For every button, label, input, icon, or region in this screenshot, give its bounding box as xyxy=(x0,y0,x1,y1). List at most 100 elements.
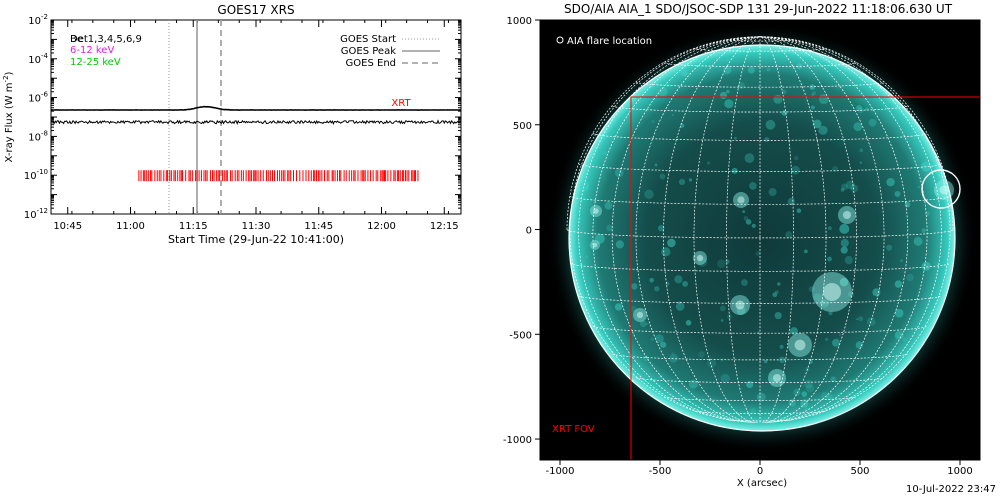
disk-texture-blob xyxy=(606,224,613,232)
grid-line xyxy=(759,36,928,423)
disk-texture-blob xyxy=(630,306,637,312)
goes-y-axis: 10-12 10-10 10-8 10-6 10-4 10-2 xyxy=(24,13,461,221)
disk-texture-blob xyxy=(913,237,923,246)
active-region-core xyxy=(823,283,841,301)
disk-texture-blob xyxy=(720,373,730,383)
disk-texture-blob xyxy=(675,302,685,311)
disk-texture-blob xyxy=(804,249,808,254)
disk-texture-blob xyxy=(921,228,926,233)
disk-texture-blob xyxy=(764,360,768,364)
disk-texture-blob xyxy=(838,333,842,336)
disk-texture-blob xyxy=(900,112,906,117)
disk-texture-blob xyxy=(856,104,862,111)
goes-y-tick-label: 10-12 xyxy=(24,207,48,221)
xrt-fov-box xyxy=(630,96,980,460)
disk-texture-blob xyxy=(818,94,829,105)
grid-line xyxy=(578,36,761,422)
xrt-fov-label: XRT FOV xyxy=(552,424,595,435)
legend-band3: 12-25 keV xyxy=(70,57,121,68)
disk-texture-blob xyxy=(741,279,748,286)
disk-texture-blob xyxy=(859,148,864,152)
disk-texture-blob xyxy=(726,58,730,62)
goes-x-tick-label: 11:45 xyxy=(304,221,333,232)
disk-texture-blob xyxy=(604,201,613,210)
disk-texture-blob xyxy=(808,286,815,292)
disk-texture-blob xyxy=(748,66,755,74)
aia-y-tick-label: -500 xyxy=(509,330,532,341)
disk-texture-blob xyxy=(643,355,650,362)
grid-line xyxy=(611,36,761,423)
disk-texture-blob xyxy=(719,91,728,100)
disk-texture-blob xyxy=(651,120,655,124)
aia-x-axis: -1000 -500 0 500 1000 xyxy=(545,460,973,477)
disk-texture-blob xyxy=(614,168,624,178)
disk-texture-blob xyxy=(924,211,930,217)
disk-texture-blob xyxy=(894,308,904,318)
disk-texture-blob xyxy=(821,392,829,400)
disk-texture-blob xyxy=(791,165,800,175)
disk-texture-blob xyxy=(779,344,784,349)
disk-texture-blob xyxy=(804,407,808,411)
disk-texture-blob xyxy=(688,178,693,182)
aia-y-tick-label: -1000 xyxy=(503,435,532,446)
active-region-core xyxy=(737,196,745,204)
disk-texture-blob xyxy=(745,219,752,225)
disk-texture-blob xyxy=(894,280,903,288)
disk-texture-blob xyxy=(725,259,730,264)
disk-texture-blob xyxy=(872,288,881,297)
disk-texture-blob xyxy=(801,391,808,397)
disk-texture-blob xyxy=(845,180,855,190)
legend-flare-symbol xyxy=(556,36,564,44)
disk-texture-blob xyxy=(796,208,802,213)
active-region-core xyxy=(735,300,745,310)
aia-x-tick-label: 0 xyxy=(757,466,763,477)
disk-texture-blob xyxy=(650,337,655,342)
legend-band1: Det1,3,4,5,6,9 xyxy=(70,34,142,45)
goes-x-tick-label: 11:00 xyxy=(116,221,145,232)
heliographic-grid xyxy=(566,36,954,423)
aia-y-axis: 1000 500 0 -500 -1000 xyxy=(503,16,540,446)
disk-texture-blob xyxy=(724,99,734,109)
grid-line xyxy=(566,36,761,230)
disk-texture-blob xyxy=(830,376,836,382)
footer-timestamp: 10-Jul-2022 23:47 xyxy=(905,484,996,495)
disk-texture-blob xyxy=(793,388,801,396)
aia-x-tick-label: -1000 xyxy=(545,466,574,477)
aia-x-tick-label: 1000 xyxy=(947,466,972,477)
active-region-core xyxy=(842,210,852,220)
goes-short-series xyxy=(51,119,461,125)
disk-texture-blob xyxy=(777,282,781,286)
xrt-label: XRT xyxy=(391,98,411,109)
disk-texture-blob xyxy=(902,337,907,343)
disk-texture-blob xyxy=(594,233,605,244)
grid-line xyxy=(578,295,942,304)
disk-texture-blob xyxy=(655,334,664,344)
aia-y-tick-label: 1000 xyxy=(507,16,532,27)
active-region-core xyxy=(794,339,806,351)
goes-x-axis: 10:45 11:00 11:15 11:30 11:45 12:00 12:15 xyxy=(50,20,459,232)
disk-texture-blob xyxy=(766,67,771,72)
disk-texture-blob xyxy=(839,223,850,234)
disk-texture-blob xyxy=(840,238,849,248)
solar-limb xyxy=(568,44,956,432)
disk-texture-blob xyxy=(805,384,815,393)
disk-texture-blob xyxy=(856,318,859,321)
disk-texture-blob xyxy=(659,173,666,180)
disk-texture-blob xyxy=(781,110,788,116)
disk-texture-blob xyxy=(894,191,901,197)
disk-texture-blob xyxy=(649,277,654,283)
disk-texture-blob xyxy=(840,246,848,254)
disk-texture-blob xyxy=(719,305,726,312)
disk-texture-blob xyxy=(661,247,671,257)
disk-texture-blob xyxy=(839,277,849,287)
xrt-observation-ticks xyxy=(138,170,419,182)
disk-texture-blob xyxy=(685,320,692,326)
disk-texture-blob xyxy=(749,182,757,190)
disk-texture-blob xyxy=(858,316,864,322)
disk-texture-blob xyxy=(812,91,816,95)
disk-texture-blob xyxy=(602,150,607,156)
grid-line xyxy=(693,36,761,423)
disk-texture-blob xyxy=(832,338,840,347)
disk-texture-blob xyxy=(765,119,776,130)
aia-panel: SDO/AIA AIA_1 SDO/JSOC-SDP 131 29-Jun-20… xyxy=(503,2,981,489)
